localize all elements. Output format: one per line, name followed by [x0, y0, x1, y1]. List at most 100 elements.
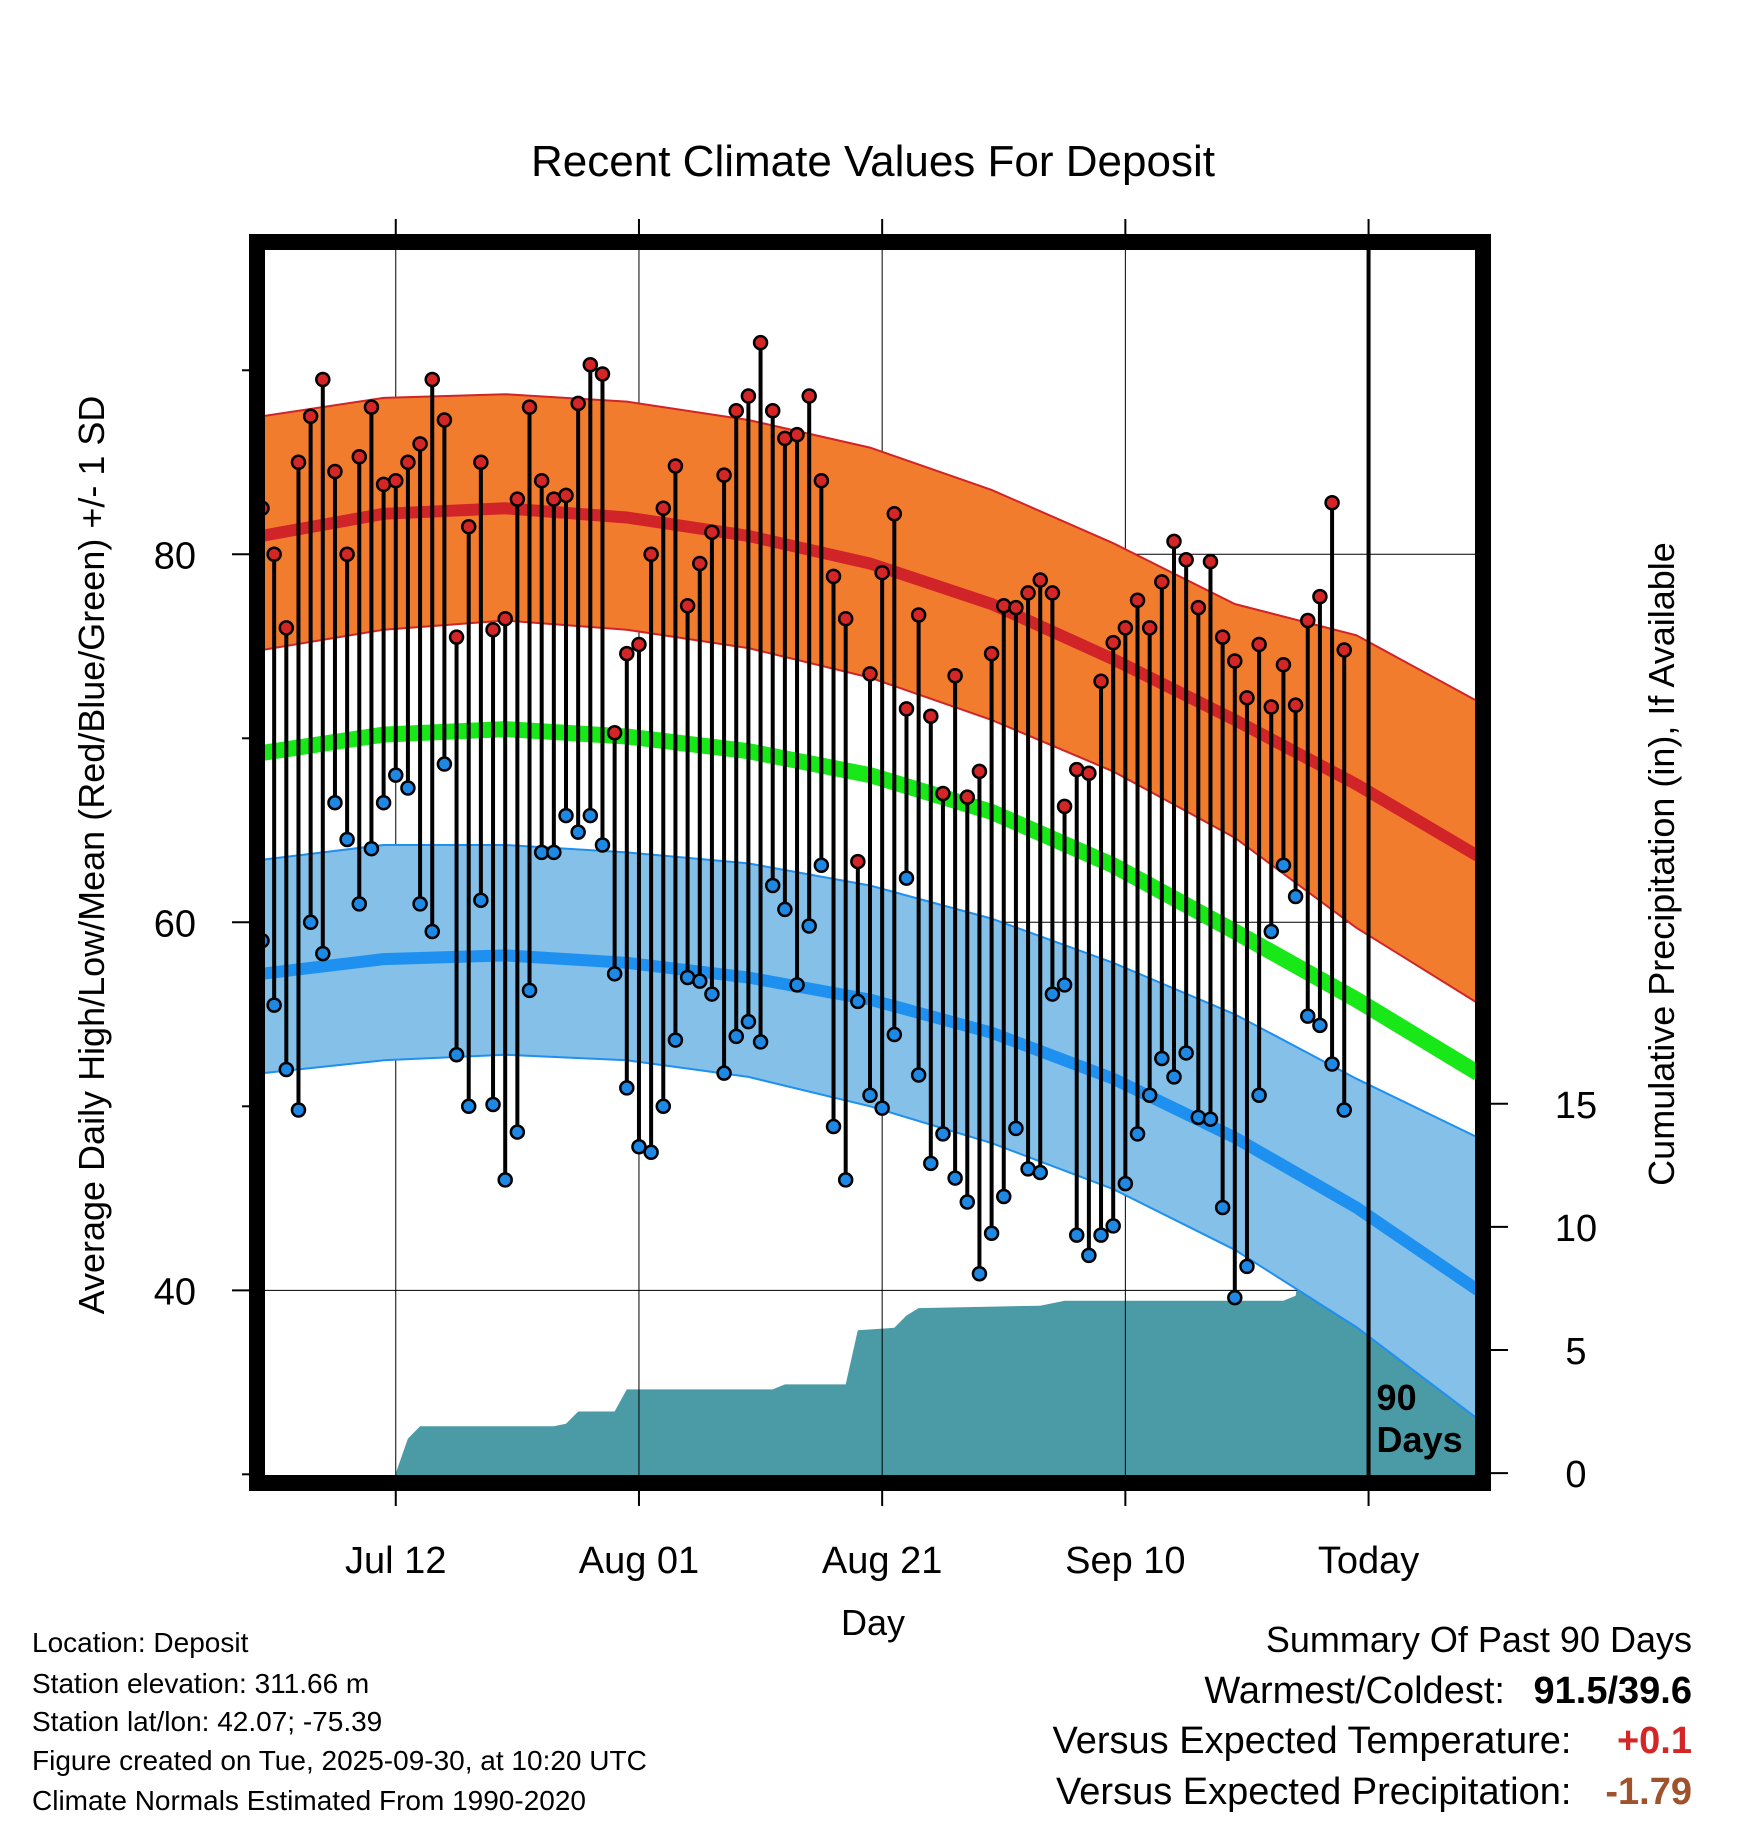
- daily-high-point: [740, 388, 757, 404]
- daily-low-point: [582, 807, 599, 824]
- daily-high-point: [850, 853, 866, 870]
- daily-high-point: [752, 334, 769, 351]
- y-left-tick-label: 40: [154, 1271, 196, 1313]
- daily-low-point: [777, 901, 793, 918]
- daily-low-point: [1178, 1045, 1194, 1061]
- daily-low-point: [606, 966, 623, 982]
- daily-high-point: [1081, 765, 1097, 782]
- summary-warmest-row: Warmest/Coldest: 91.5/39.6: [1204, 1670, 1692, 1713]
- daily-high-point: [643, 546, 659, 563]
- daily-high-point: [886, 506, 903, 522]
- daily-low-point: [1263, 923, 1280, 940]
- daily-high-point: [728, 403, 744, 419]
- daily-high-point: [351, 449, 368, 465]
- daily-low-point: [898, 870, 915, 886]
- daily-low-point: [363, 840, 380, 857]
- daily-high-point: [436, 412, 453, 428]
- daily-high-point: [631, 636, 647, 653]
- y-right-tick-label: 0: [1565, 1454, 1586, 1496]
- summary-precip-row: Versus Expected Precipitation: -1.79: [1056, 1771, 1692, 1814]
- daily-high-point: [1032, 572, 1048, 588]
- daily-high-point: [996, 598, 1012, 614]
- daily-low-point: [485, 1096, 501, 1113]
- daily-high-point: [363, 399, 380, 415]
- summary-warmest-label: Warmest/Coldest:: [1204, 1670, 1505, 1712]
- daily-high-point: [959, 789, 976, 805]
- daily-high-point: [1287, 697, 1304, 713]
- low-sd-band: [262, 844, 1478, 1421]
- daily-high-point: [290, 454, 307, 471]
- daily-high-point: [509, 491, 526, 507]
- daily-high-point: [935, 785, 951, 802]
- daily-low-point: [436, 756, 453, 772]
- daily-high-point: [1239, 690, 1255, 706]
- y-axis-left-label: Average Daily High/Low/Mean (Red/Blue/Gr…: [71, 396, 112, 1315]
- daily-high-point: [801, 388, 817, 404]
- y-right-tick-label: 5: [1565, 1331, 1586, 1373]
- high-normal-line: [262, 502, 1478, 862]
- daily-low-point: [947, 1170, 963, 1186]
- daily-low-point: [837, 1172, 854, 1188]
- daily-high-point: [1166, 533, 1182, 550]
- daily-high-point: [1008, 599, 1024, 616]
- daily-high-point: [1056, 798, 1073, 815]
- daily-low-point: [935, 1126, 951, 1142]
- daily-low-point: [1154, 1050, 1170, 1067]
- daily-high-point: [874, 564, 890, 581]
- daily-high-point: [594, 366, 611, 382]
- summary-precip-label: Versus Expected Precipitation:: [1056, 1771, 1572, 1813]
- x-tick-label: Today: [1318, 1540, 1419, 1582]
- daily-low-point: [667, 1032, 684, 1048]
- daily-low-point: [339, 831, 355, 848]
- daily-high-point: [1214, 629, 1231, 645]
- daily-high-point: [521, 399, 538, 415]
- daily-high-point: [923, 708, 939, 724]
- daily-high-point: [679, 598, 696, 614]
- daily-low-point: [473, 892, 489, 908]
- x-tick-label: Jul 12: [345, 1540, 446, 1582]
- daily-high-point: [412, 436, 428, 452]
- daily-low-point: [1141, 1087, 1158, 1104]
- daily-low-point: [388, 767, 404, 783]
- daily-high-point: [837, 610, 854, 627]
- daily-low-point: [1312, 1017, 1328, 1034]
- y-axis-right-label: Cumulative Precipitation (in), If Availa…: [1641, 542, 1682, 1186]
- period-label-word: 90: [1377, 1377, 1417, 1418]
- daily-high-point: [704, 524, 720, 540]
- daily-low-point: [923, 1155, 939, 1172]
- daily-low-point: [1251, 1087, 1267, 1104]
- daily-high-point: [582, 357, 599, 373]
- daily-low-point: [375, 794, 392, 811]
- daily-low-point: [1117, 1175, 1134, 1192]
- daily-high-point: [764, 403, 781, 419]
- daily-low-point: [266, 997, 282, 1013]
- daily-low-point: [971, 1266, 988, 1282]
- daily-low-point: [813, 857, 830, 874]
- daily-low-point: [1324, 1056, 1340, 1072]
- x-tick-label: Aug 21: [822, 1540, 942, 1582]
- daily-high-point: [1105, 634, 1121, 651]
- daily-low-point: [850, 993, 866, 1010]
- summary-temp-label: Versus Expected Temperature:: [1052, 1720, 1572, 1762]
- precip-area: [395, 1219, 1478, 1478]
- daily-high-point: [813, 472, 830, 489]
- daily-low-point: [278, 1061, 295, 1078]
- daily-high-point: [570, 395, 586, 412]
- daily-low-point: [728, 1028, 744, 1045]
- summary-warmest-value: 91.5/39.6: [1533, 1670, 1692, 1712]
- daily-high-point: [424, 371, 440, 388]
- daily-low-point: [400, 780, 416, 796]
- daily-high-point: [1093, 673, 1109, 690]
- daily-high-point: [619, 645, 635, 662]
- daily-low-point: [1081, 1247, 1097, 1264]
- daily-high-point: [1300, 612, 1316, 629]
- daily-low-point: [789, 977, 805, 993]
- x-tick-label: Aug 01: [579, 1540, 699, 1582]
- daily-high-point: [898, 701, 915, 717]
- daily-high-point: [1117, 620, 1134, 636]
- daily-high-point: [862, 666, 878, 682]
- y-right-tick-label: 15: [1555, 1085, 1597, 1127]
- daily-low-point: [983, 1225, 1000, 1242]
- daily-low-point: [655, 1098, 672, 1115]
